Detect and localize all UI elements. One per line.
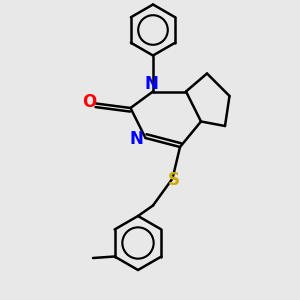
Text: O: O (82, 93, 97, 111)
Text: N: N (145, 75, 158, 93)
Text: N: N (130, 130, 143, 148)
Text: S: S (168, 171, 180, 189)
